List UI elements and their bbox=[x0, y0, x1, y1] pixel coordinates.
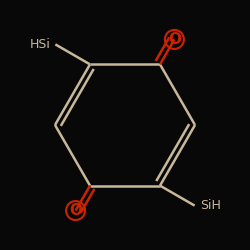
Text: O: O bbox=[69, 203, 82, 218]
Text: SiH: SiH bbox=[200, 199, 220, 212]
Text: HSi: HSi bbox=[30, 38, 50, 51]
Text: O: O bbox=[168, 32, 181, 47]
